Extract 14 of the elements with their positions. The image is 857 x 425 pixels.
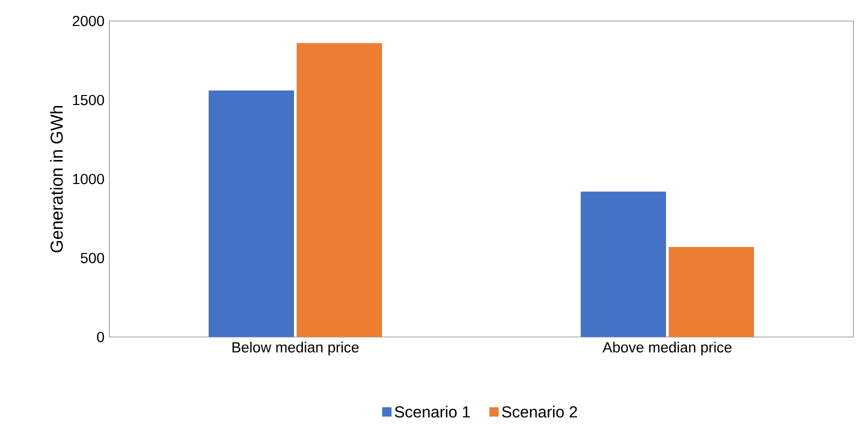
y-axis-title: Generation in GWh [50,106,63,252]
bar [296,43,382,338]
y-tick-label: 1500 [73,94,104,106]
x-tick-label: Below median price [232,342,359,356]
y-tick-label: 1000 [73,174,104,184]
bar [208,90,294,338]
legend-label: Scenario 2 [502,406,577,418]
legend-label: Scenario 1 [394,406,470,418]
y-tick-label: 0 [97,332,104,342]
y-tick-label: 500 [80,252,104,264]
bar [580,192,666,338]
x-tick-label: Above median price [602,342,732,356]
bar [668,246,754,338]
y-tick-label: 2000 [72,16,104,26]
